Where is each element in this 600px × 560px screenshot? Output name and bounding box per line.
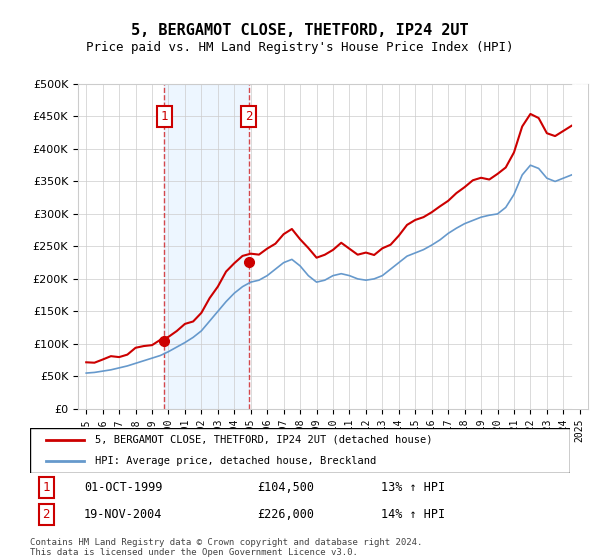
Text: Contains HM Land Registry data © Crown copyright and database right 2024.
This d: Contains HM Land Registry data © Crown c…: [30, 538, 422, 557]
Text: £104,500: £104,500: [257, 481, 314, 494]
Text: 19-NOV-2004: 19-NOV-2004: [84, 508, 163, 521]
Text: 13% ↑ HPI: 13% ↑ HPI: [381, 481, 445, 494]
Text: 14% ↑ HPI: 14% ↑ HPI: [381, 508, 445, 521]
Text: 2: 2: [43, 508, 50, 521]
Text: HPI: Average price, detached house, Breckland: HPI: Average price, detached house, Brec…: [95, 456, 376, 466]
Text: 01-OCT-1999: 01-OCT-1999: [84, 481, 163, 494]
FancyBboxPatch shape: [30, 428, 570, 473]
Text: Price paid vs. HM Land Registry's House Price Index (HPI): Price paid vs. HM Land Registry's House …: [86, 41, 514, 54]
Bar: [164, 84, 249, 409]
Text: £226,000: £226,000: [257, 508, 314, 521]
Text: 1: 1: [43, 481, 50, 494]
Text: 5, BERGAMOT CLOSE, THETFORD, IP24 2UT (detached house): 5, BERGAMOT CLOSE, THETFORD, IP24 2UT (d…: [95, 435, 432, 445]
Bar: [572, 84, 588, 409]
Text: 2: 2: [245, 110, 253, 123]
Text: 5, BERGAMOT CLOSE, THETFORD, IP24 2UT: 5, BERGAMOT CLOSE, THETFORD, IP24 2UT: [131, 24, 469, 38]
Text: 1: 1: [161, 110, 168, 123]
